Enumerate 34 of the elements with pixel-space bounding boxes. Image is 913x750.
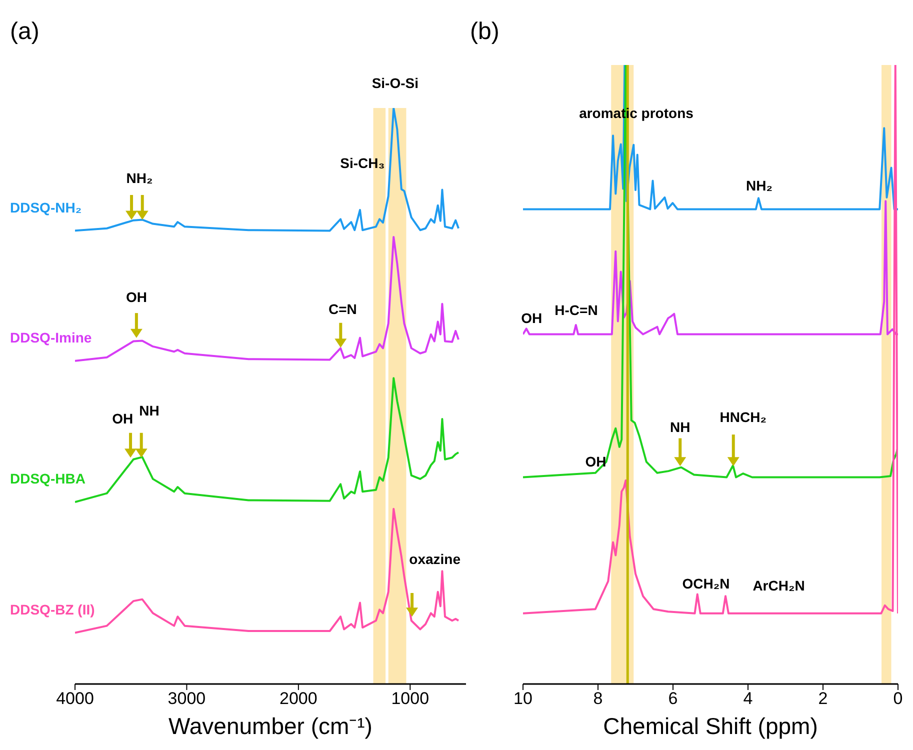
x-tick-label: 4000 [56, 689, 94, 708]
series-label: DDSQ-Imine [10, 330, 92, 346]
annotation: HNCH₂ [720, 409, 766, 426]
annotation: OH [585, 454, 606, 470]
x-tick-label: 2 [818, 689, 828, 708]
x-tick-label: 1000 [391, 689, 430, 708]
series-label: DDSQ-BZ (II) [10, 601, 95, 618]
x-tick-label: 3000 [168, 689, 206, 708]
annotation: OCH₂N [682, 576, 730, 592]
x-axis-title: Wavenumber (cm⁻¹) [168, 712, 374, 740]
annotation: ArCH₂N [752, 578, 805, 594]
annotation: oxazine [409, 550, 461, 567]
text: Si-O-Si [372, 75, 419, 92]
series-label: DDSQ-HBA [10, 470, 86, 487]
x-tick-label: 8 [593, 689, 603, 708]
annotation: OH [126, 288, 147, 305]
chart-title: (a) [10, 18, 40, 46]
annotation: OH [521, 310, 542, 326]
chart-title: (b) [470, 18, 500, 46]
series-label: DDSQ-NH₂ [10, 199, 82, 216]
x-tick-label: 10 [514, 689, 532, 708]
annotation: NH₂ [746, 178, 772, 194]
annotation: C=N [328, 300, 357, 317]
x-tick-label: 4 [743, 689, 753, 708]
annotation: NH [670, 419, 690, 436]
annotation: NH [139, 402, 160, 418]
x-tick-label: 2000 [280, 689, 318, 708]
annotation: Si-CH₃ [340, 155, 385, 172]
annotation: H-C=N [554, 302, 598, 318]
x-tick-label: 6 [668, 689, 678, 708]
x-tick-label: 0 [893, 689, 903, 708]
annotation: NH₂ [126, 170, 153, 186]
annotation: OH [112, 410, 134, 426]
x-axis-title: Chemical Shift (ppm) [602, 712, 819, 740]
